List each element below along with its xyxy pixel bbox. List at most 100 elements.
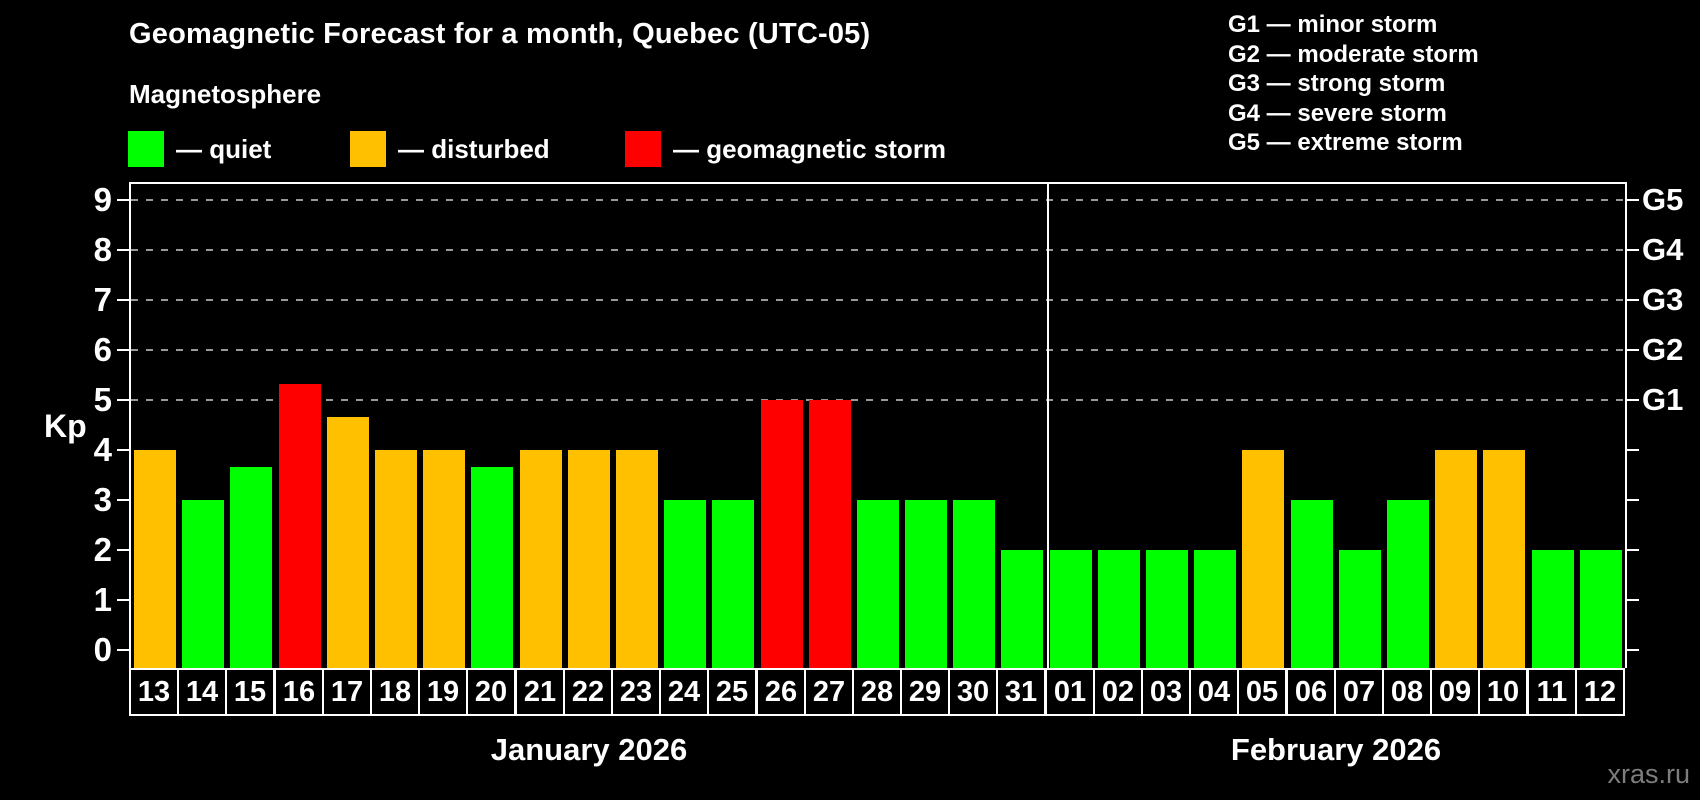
y-axis-label: 3 bbox=[93, 481, 112, 518]
legend-label-storm: — geomagnetic storm bbox=[673, 133, 947, 164]
chart-title: Geomagnetic Forecast for a month, Quebec… bbox=[129, 18, 871, 50]
day-label-31: 31 bbox=[996, 668, 1046, 716]
right-tick bbox=[1627, 499, 1639, 501]
y-tick bbox=[117, 499, 129, 501]
watermark: xras.ru bbox=[1607, 759, 1690, 789]
gridline-kp8 bbox=[131, 249, 1625, 251]
y-tick bbox=[117, 349, 129, 351]
kp-bar-day-21 bbox=[520, 450, 562, 668]
day-label-24: 24 bbox=[659, 668, 709, 716]
day-label-10: 10 bbox=[1478, 668, 1528, 716]
g-axis-label-g1: G1 bbox=[1642, 382, 1684, 417]
y-axis-label: 6 bbox=[93, 331, 112, 368]
right-tick bbox=[1627, 399, 1639, 401]
gridline-kp6 bbox=[131, 349, 1625, 351]
storm-color-swatch bbox=[625, 131, 661, 167]
kp-bar-day-25 bbox=[712, 500, 754, 668]
g-scale-legend-item: G4 — severe storm bbox=[1228, 99, 1447, 127]
disturbed-color-swatch bbox=[350, 131, 386, 167]
kp-bar-day-31 bbox=[1001, 550, 1043, 668]
right-tick bbox=[1627, 299, 1639, 301]
g-scale-legend-item: G3 — strong storm bbox=[1228, 70, 1446, 97]
day-label-15: 15 bbox=[225, 668, 275, 716]
y-tick bbox=[117, 249, 129, 251]
y-tick bbox=[117, 299, 129, 301]
gridline-kp7 bbox=[131, 299, 1625, 301]
kp-bar-day-22 bbox=[568, 450, 610, 668]
day-label-27: 27 bbox=[804, 668, 854, 716]
y-axis-label: 5 bbox=[93, 381, 112, 418]
right-tick bbox=[1627, 249, 1639, 251]
day-label-02: 02 bbox=[1093, 668, 1143, 716]
magnetosphere-label: Magnetosphere bbox=[129, 79, 322, 109]
right-tick bbox=[1627, 449, 1639, 451]
day-label-13: 13 bbox=[129, 668, 179, 716]
kp-bar-day-16 bbox=[279, 384, 321, 669]
day-label-29: 29 bbox=[900, 668, 950, 716]
kp-bar-day-30 bbox=[953, 500, 995, 668]
legend-item-disturbed: — disturbed bbox=[350, 129, 550, 169]
kp-bar-day-18 bbox=[375, 450, 417, 668]
g-axis-label-g5: G5 bbox=[1642, 182, 1684, 217]
right-tick bbox=[1627, 649, 1639, 651]
y-axis-label: 9 bbox=[93, 181, 112, 218]
g-axis-label-g2: G2 bbox=[1642, 332, 1684, 367]
kp-bar-day-01 bbox=[1050, 550, 1092, 668]
day-label-30: 30 bbox=[948, 668, 998, 716]
kp-bar-day-08 bbox=[1387, 500, 1429, 668]
day-label-14: 14 bbox=[177, 668, 227, 716]
kp-bar-day-02 bbox=[1098, 550, 1140, 668]
legend-item-quiet: — quiet bbox=[128, 129, 271, 169]
day-label-28: 28 bbox=[852, 668, 902, 716]
y-axis-label: 0 bbox=[93, 631, 112, 668]
y-axis-title: Kp bbox=[44, 408, 87, 444]
day-label-08: 08 bbox=[1382, 668, 1432, 716]
right-tick bbox=[1627, 549, 1639, 551]
day-label-07: 07 bbox=[1334, 668, 1384, 716]
g-axis-label-g4: G4 bbox=[1642, 232, 1684, 267]
y-tick bbox=[117, 199, 129, 201]
kp-bar-day-10 bbox=[1483, 450, 1525, 668]
day-label-23: 23 bbox=[611, 668, 661, 716]
kp-bar-day-06 bbox=[1291, 500, 1333, 668]
y-axis-label: 1 bbox=[93, 581, 112, 618]
legend-label-quiet: — quiet bbox=[176, 133, 272, 164]
quiet-color-swatch bbox=[128, 131, 164, 167]
day-label-25: 25 bbox=[707, 668, 757, 716]
y-axis-label: 4 bbox=[93, 431, 112, 468]
plot-border-top bbox=[129, 182, 1627, 184]
kp-bar-day-26 bbox=[761, 400, 803, 668]
day-label-01: 01 bbox=[1045, 668, 1095, 716]
kp-bar-day-14 bbox=[182, 500, 224, 668]
plot-border-right bbox=[1625, 182, 1627, 668]
kp-bar-day-12 bbox=[1580, 550, 1622, 668]
day-label-17: 17 bbox=[322, 668, 372, 716]
day-label-03: 03 bbox=[1141, 668, 1191, 716]
legend-item-storm: — geomagnetic storm bbox=[625, 129, 946, 169]
day-label-26: 26 bbox=[756, 668, 806, 716]
y-tick bbox=[117, 449, 129, 451]
kp-bar-day-04 bbox=[1194, 550, 1236, 668]
g-scale-legend-item: G5 — extreme storm bbox=[1228, 129, 1463, 156]
kp-bar-day-09 bbox=[1435, 450, 1477, 668]
day-label-09: 09 bbox=[1430, 668, 1480, 716]
kp-bar-day-17 bbox=[327, 417, 369, 669]
day-label-16: 16 bbox=[274, 668, 324, 716]
y-axis-label: 7 bbox=[93, 281, 112, 318]
kp-bar-day-20 bbox=[471, 467, 513, 669]
day-label-22: 22 bbox=[563, 668, 613, 716]
month-label-january: January 2026 bbox=[490, 732, 688, 767]
month-label-february: February 2026 bbox=[1230, 732, 1442, 767]
legend-label-disturbed: — disturbed bbox=[398, 133, 550, 164]
kp-bar-day-11 bbox=[1532, 550, 1574, 668]
kp-bar-day-24 bbox=[664, 500, 706, 668]
kp-bar-day-23 bbox=[616, 450, 658, 668]
kp-bar-day-15 bbox=[230, 467, 272, 669]
right-tick bbox=[1627, 199, 1639, 201]
right-tick bbox=[1627, 599, 1639, 601]
day-label-06: 06 bbox=[1286, 668, 1336, 716]
g-axis-label-g3: G3 bbox=[1642, 282, 1684, 317]
kp-bar-day-03 bbox=[1146, 550, 1188, 668]
day-label-18: 18 bbox=[370, 668, 420, 716]
